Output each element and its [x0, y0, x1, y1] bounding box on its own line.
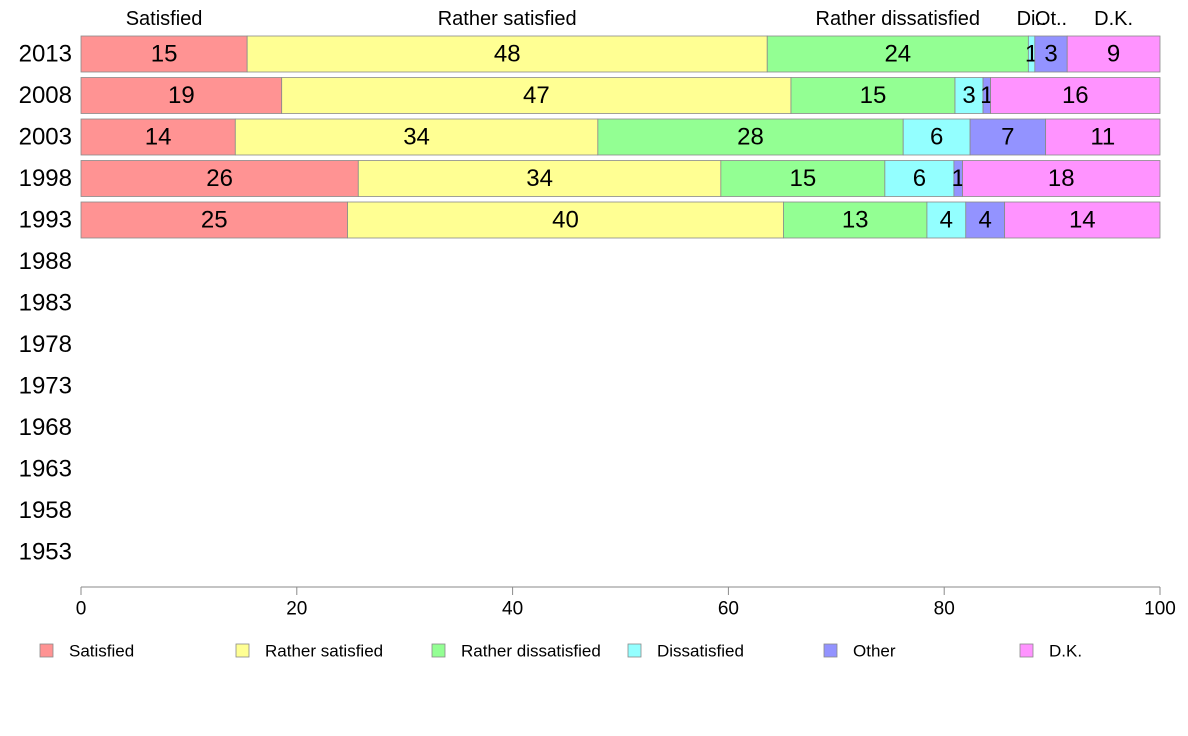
- legend-swatch: [627, 643, 642, 658]
- bar-segment: [281, 77, 792, 114]
- legend-label: Other: [853, 642, 896, 661]
- data-label: 16: [1062, 82, 1089, 109]
- bar-segment: [962, 160, 1161, 197]
- bar-segment: [783, 201, 928, 239]
- data-label: 14: [145, 124, 172, 151]
- bar-segment: [80, 160, 359, 197]
- data-label: 4: [940, 207, 953, 234]
- year-label: 1983: [19, 290, 72, 317]
- x-tick-label: 80: [934, 599, 955, 620]
- column-header: Rather dissatisfied: [816, 8, 981, 30]
- year-label: 2003: [19, 124, 72, 151]
- year-label: 1993: [19, 207, 72, 234]
- legend-swatch: [431, 643, 446, 658]
- bar-segment: [884, 160, 955, 197]
- x-tick-label: 100: [1144, 599, 1176, 620]
- x-tick-label: 60: [718, 599, 739, 620]
- bar-segment: [1045, 118, 1161, 156]
- data-label: 15: [151, 41, 178, 68]
- year-label: 1958: [19, 497, 72, 524]
- data-label: 34: [526, 165, 553, 192]
- bar-segment: [246, 35, 768, 73]
- data-label: 24: [884, 41, 911, 68]
- data-label: 47: [523, 82, 550, 109]
- data-label: 40: [552, 207, 579, 234]
- legend-swatch: [1019, 643, 1034, 658]
- data-label: 28: [737, 124, 764, 151]
- bar-segment: [80, 77, 283, 114]
- bar-segment: [597, 118, 904, 156]
- legend: Satisfied Rather satisfied Rather dissatis…: [39, 642, 1082, 661]
- data-label: 15: [789, 165, 816, 192]
- legend-label: Satisfied: [69, 642, 134, 661]
- bar-segment: [954, 77, 984, 114]
- x-axis: 0 20 40 60 80 100: [76, 586, 1176, 620]
- data-label: 3: [1044, 41, 1057, 68]
- year-label: 1978: [19, 331, 72, 358]
- data-label: 6: [913, 165, 926, 192]
- data-label: 1: [952, 165, 965, 192]
- bar-segment: [720, 160, 886, 197]
- data-label: 1: [980, 82, 993, 109]
- column-header: Rather satisfied: [438, 8, 577, 30]
- data-label: 15: [860, 82, 887, 109]
- column-headers: Satisfied Rather satisfied Rather dissatis…: [126, 8, 1133, 30]
- year-label: 2013: [19, 41, 72, 68]
- data-label: 6: [930, 124, 943, 151]
- year-label: 1988: [19, 248, 72, 275]
- data-label: 4: [979, 207, 992, 234]
- bar-segment: [234, 118, 599, 156]
- year-label: 1973: [19, 373, 72, 400]
- legend-label: Rather dissatisfied: [461, 642, 601, 661]
- column-header: Satisfied: [126, 8, 203, 30]
- data-label: 9: [1107, 41, 1120, 68]
- legend-label: Rather satisfied: [265, 642, 383, 661]
- x-tick-label: 40: [502, 599, 523, 620]
- bar-segment: [990, 77, 1161, 114]
- data-label: 11: [1090, 124, 1115, 151]
- data-label: 25: [201, 207, 228, 234]
- data-label: 14: [1069, 207, 1096, 234]
- year-label: 1953: [19, 539, 72, 566]
- data-label: 48: [494, 41, 521, 68]
- column-header: D.K.: [1094, 8, 1133, 30]
- column-header: Ot..: [1035, 8, 1067, 30]
- data-label: 13: [842, 207, 869, 234]
- data-label: 19: [168, 82, 195, 109]
- year-label: 1968: [19, 414, 72, 441]
- data-label: 7: [1001, 124, 1014, 151]
- bar-segment: [1066, 35, 1161, 73]
- legend-label: D.K.: [1049, 642, 1082, 661]
- bar-segment: [1004, 201, 1161, 239]
- column-header: Di..: [1017, 8, 1047, 30]
- year-label: 1998: [19, 165, 72, 192]
- bar-segment: [80, 118, 236, 156]
- bar-segment: [347, 201, 784, 239]
- x-tick-label: 20: [286, 599, 307, 620]
- legend-swatch: [235, 643, 250, 658]
- year-label: 1963: [19, 456, 72, 483]
- data-label: 34: [403, 124, 430, 151]
- year-labels: 2013 2008 2003 1998 1993 1988 1983 1978 1973 1968…: [19, 41, 72, 566]
- data-label: 3: [962, 82, 975, 109]
- x-tick-label: 0: [76, 599, 87, 620]
- bar-segment: [80, 201, 348, 239]
- legend-label: Dissatisfied: [657, 642, 744, 661]
- legend-swatch: [823, 643, 838, 658]
- bar-segment: [357, 160, 722, 197]
- legend-swatch: [39, 643, 54, 658]
- data-label: 26: [206, 165, 233, 192]
- data-label: 18: [1048, 165, 1075, 192]
- year-label: 2008: [19, 82, 72, 109]
